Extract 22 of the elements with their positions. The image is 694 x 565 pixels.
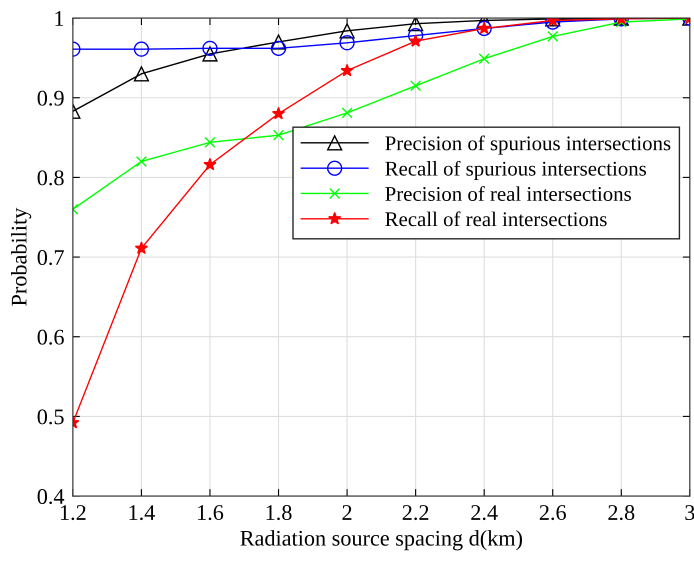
x-tick-label: 1.2 — [60, 505, 86, 520]
y-tick-label: 0.7 — [38, 250, 64, 266]
x-tick-label: 1.8 — [266, 505, 292, 520]
legend-label: Precision of real intersections — [385, 186, 631, 201]
x-tick-label: 2.2 — [402, 505, 428, 520]
y-tick-label: 0.8 — [38, 170, 64, 186]
x-tick-label: 1.6 — [198, 505, 224, 520]
y-tick-label: 0.5 — [38, 409, 64, 424]
legend-label: Recall of real intersections — [385, 211, 607, 226]
x-tick-label: 2.4 — [471, 505, 498, 520]
x-axis-title: Radiation source spacing d(km) — [240, 530, 522, 550]
x-tick-label: 2 — [342, 505, 352, 520]
y-axis-title: Probability — [10, 208, 32, 306]
legend-label: Recall of spurious intersections — [385, 160, 646, 180]
y-tick-label: 0.4 — [38, 489, 64, 504]
x-tick-label: 1.4 — [129, 505, 155, 520]
y-tick-label: 0.9 — [38, 90, 64, 106]
legend-label: Precision of spurious intersections — [385, 135, 670, 155]
y-tick-label: 1 — [55, 11, 64, 26]
x-tick-label: 2.6 — [540, 505, 566, 520]
y-tick-label: 0.6 — [38, 330, 64, 345]
x-tick-label: 2.8 — [608, 505, 634, 520]
